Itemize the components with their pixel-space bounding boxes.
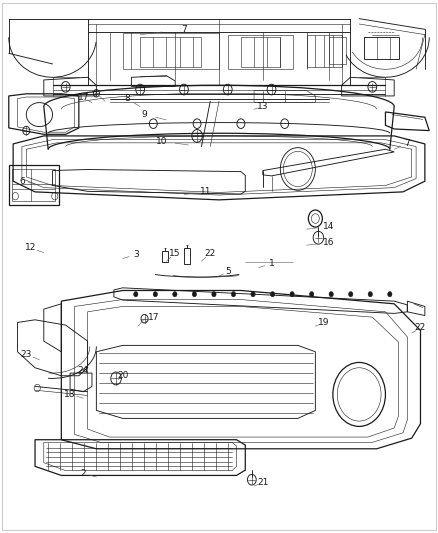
Circle shape — [192, 292, 197, 297]
Bar — [364, 37, 399, 59]
Text: 7: 7 — [404, 140, 410, 148]
Bar — [241, 37, 280, 67]
Circle shape — [368, 292, 372, 297]
Circle shape — [212, 292, 216, 297]
Bar — [184, 248, 190, 264]
Circle shape — [349, 292, 353, 297]
Text: 19: 19 — [318, 318, 330, 327]
Text: 24: 24 — [78, 366, 89, 375]
Circle shape — [153, 292, 158, 297]
Bar — [328, 37, 346, 64]
Bar — [140, 37, 201, 67]
Text: 14: 14 — [323, 222, 334, 231]
Text: 7: 7 — [181, 25, 187, 34]
Text: 22: 22 — [415, 324, 426, 332]
Circle shape — [310, 292, 314, 297]
Circle shape — [270, 292, 275, 297]
Text: 21: 21 — [257, 478, 268, 487]
Text: 13: 13 — [257, 102, 268, 111]
Circle shape — [329, 292, 333, 297]
Text: 18: 18 — [64, 390, 76, 399]
Circle shape — [290, 292, 294, 297]
Text: 17: 17 — [148, 313, 159, 321]
Circle shape — [231, 292, 236, 297]
Bar — [12, 169, 55, 201]
Bar — [162, 251, 168, 262]
Text: 8: 8 — [124, 94, 130, 103]
Text: 16: 16 — [323, 238, 334, 247]
Circle shape — [251, 292, 255, 297]
Bar — [307, 35, 342, 67]
Text: 2: 2 — [81, 469, 86, 478]
Text: 9: 9 — [141, 110, 148, 119]
Text: 6: 6 — [19, 177, 25, 185]
Text: 22: 22 — [205, 249, 216, 257]
Text: 5: 5 — [225, 268, 231, 276]
Circle shape — [388, 292, 392, 297]
Text: 11: 11 — [200, 188, 212, 196]
Bar — [228, 35, 293, 69]
Circle shape — [173, 292, 177, 297]
Circle shape — [134, 292, 138, 297]
Text: 1: 1 — [268, 260, 275, 268]
Text: 17: 17 — [78, 93, 89, 101]
Bar — [9, 165, 59, 205]
Bar — [123, 33, 219, 69]
Text: 12: 12 — [25, 244, 36, 252]
Text: 15: 15 — [170, 249, 181, 257]
Text: 10: 10 — [156, 137, 168, 146]
Text: 20: 20 — [117, 372, 128, 380]
Text: 23: 23 — [21, 350, 32, 359]
Text: 3: 3 — [133, 251, 139, 259]
